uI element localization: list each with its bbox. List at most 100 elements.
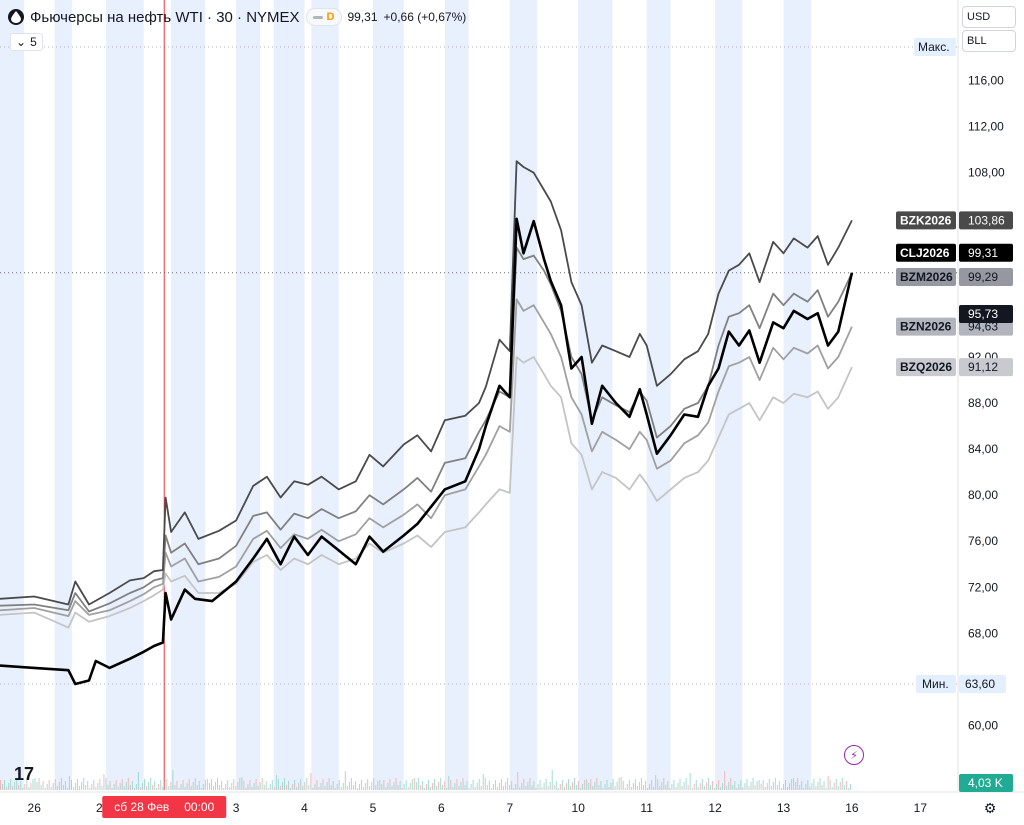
volume-bar bbox=[582, 784, 584, 790]
volume-bar bbox=[340, 787, 342, 790]
volume-bar bbox=[691, 788, 693, 790]
volume-bar bbox=[535, 788, 537, 790]
volume-bar bbox=[83, 778, 85, 790]
delayed-badge: D bbox=[326, 11, 335, 23]
series-value-BZN2026: 94,63 bbox=[968, 320, 998, 334]
settings-icon[interactable]: ⚙ bbox=[983, 799, 997, 816]
volume-bar bbox=[322, 779, 324, 790]
volume-bar bbox=[638, 782, 640, 790]
volume-bar bbox=[610, 783, 612, 790]
volume-bar bbox=[643, 785, 645, 790]
volume-bar bbox=[269, 784, 271, 790]
y-tick-label: 112,00 bbox=[968, 120, 1004, 134]
max-marker-label: Макс. bbox=[918, 40, 950, 54]
volume-bar bbox=[20, 781, 22, 790]
volume-bar bbox=[0, 780, 1, 790]
lightning-icon[interactable]: ⚡ bbox=[844, 745, 864, 765]
market-status-badge[interactable]: D bbox=[305, 8, 342, 26]
volume-bar bbox=[298, 783, 300, 790]
volume-bar bbox=[711, 781, 713, 790]
volume-bar bbox=[184, 787, 186, 790]
volume-bar bbox=[503, 786, 505, 790]
volume-bar bbox=[667, 781, 669, 790]
volume-bar bbox=[430, 787, 432, 790]
volume-bar bbox=[843, 785, 845, 790]
volume-bar bbox=[4, 780, 6, 790]
volume-bar bbox=[371, 782, 373, 790]
volume-badge-box bbox=[959, 774, 1013, 792]
session-band bbox=[106, 0, 144, 790]
indicator-count: 5 bbox=[30, 35, 37, 49]
volume-bar bbox=[628, 780, 630, 790]
volume-bar bbox=[813, 779, 815, 790]
volume-bar bbox=[578, 781, 580, 790]
volume-bar bbox=[77, 779, 79, 790]
volume-bar bbox=[283, 778, 285, 790]
series-line-BZQ2026[interactable] bbox=[0, 356, 853, 629]
volume-bar bbox=[253, 783, 255, 790]
series-line-CLJ2026[interactable] bbox=[0, 217, 854, 686]
dash-icon bbox=[312, 15, 323, 19]
volume-bar bbox=[734, 781, 736, 790]
volume-bar bbox=[350, 778, 352, 790]
volume-bar bbox=[488, 781, 490, 790]
volume-bar bbox=[14, 782, 16, 790]
volume-bar bbox=[829, 780, 831, 790]
volume-bar bbox=[93, 780, 95, 790]
y-tick-label: 72,00 bbox=[968, 580, 998, 594]
volume-bar bbox=[569, 786, 571, 790]
volume-bar bbox=[565, 783, 567, 790]
volume-bar bbox=[523, 779, 525, 790]
volume-bar bbox=[54, 779, 56, 790]
volume-bar bbox=[537, 784, 539, 790]
x-tick-label: 16 bbox=[845, 801, 859, 815]
volume-bar bbox=[758, 780, 760, 790]
currency-select[interactable]: USD bbox=[962, 6, 1016, 28]
volume-bar bbox=[10, 779, 12, 790]
price-tag-box bbox=[959, 305, 1013, 324]
volume-bar bbox=[95, 787, 97, 790]
unit-select[interactable]: BLL bbox=[962, 30, 1016, 52]
volume-bar bbox=[752, 778, 754, 790]
volume-bar bbox=[799, 785, 801, 790]
volume-bar bbox=[162, 787, 164, 790]
volume-bar bbox=[133, 788, 135, 790]
last-price: 99,31 bbox=[347, 10, 378, 24]
series-name-BZN2026: BZN2026 bbox=[900, 320, 952, 334]
series-line-BZK2026[interactable] bbox=[0, 160, 853, 606]
volume-bar bbox=[722, 783, 724, 790]
volume-bar bbox=[466, 781, 468, 790]
volume-bar bbox=[478, 779, 480, 790]
oil-drop-icon bbox=[8, 9, 24, 25]
volume-bar bbox=[563, 787, 565, 790]
tradingview-logo-icon[interactable]: 17 bbox=[14, 764, 35, 784]
volume-bar bbox=[750, 782, 752, 790]
volume-bar bbox=[154, 781, 156, 790]
volume-bar bbox=[784, 780, 786, 790]
series-value-box-BZM2026 bbox=[959, 268, 1013, 287]
volume-bar bbox=[801, 781, 803, 790]
symbol-title[interactable]: Фьючерсы на нефть WTI · 30 · NYMEX bbox=[30, 8, 300, 26]
x-tick-label: 7 bbox=[506, 801, 513, 815]
volume-bar bbox=[551, 770, 553, 790]
volume-bar bbox=[156, 788, 158, 790]
volume-bar bbox=[602, 788, 604, 790]
volume-bar bbox=[271, 780, 273, 790]
volume-bar bbox=[174, 785, 176, 790]
volume-bar bbox=[490, 788, 492, 790]
volume-bar bbox=[354, 781, 356, 790]
series-line-BZM2026[interactable] bbox=[0, 246, 853, 613]
volume-bar bbox=[215, 782, 217, 790]
volume-bar bbox=[438, 782, 440, 790]
volume-bar bbox=[97, 783, 99, 790]
price-axis[interactable] bbox=[958, 0, 1024, 790]
series-line-BZN2026[interactable] bbox=[0, 298, 853, 617]
volume-bar bbox=[474, 787, 476, 790]
volume-bar bbox=[105, 778, 107, 790]
indicator-collapse-button[interactable]: ⌄ 5 bbox=[10, 33, 43, 51]
session-band bbox=[54, 0, 72, 790]
volume-bar bbox=[381, 784, 383, 790]
volume-bar bbox=[279, 786, 281, 790]
